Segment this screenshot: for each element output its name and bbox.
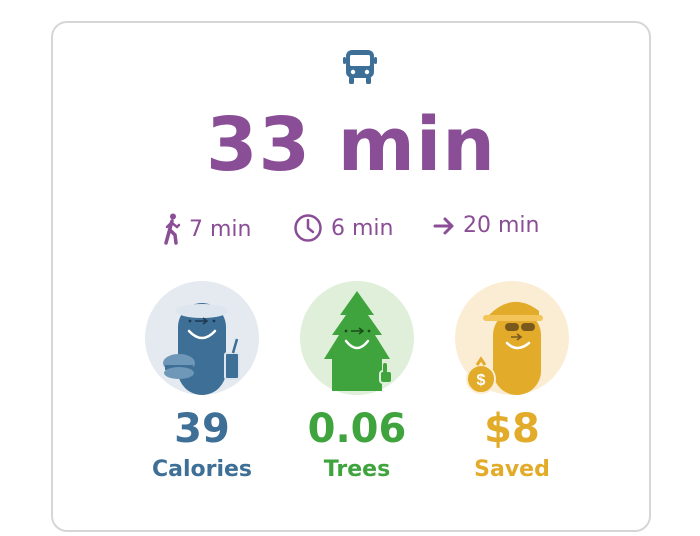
money-character-icon: $ xyxy=(455,281,569,395)
wait-leg-duration: 6 min xyxy=(331,215,394,241)
calories-character-icon xyxy=(145,281,259,395)
bus-icon xyxy=(343,50,377,84)
saved-value: $8 xyxy=(484,406,540,452)
walk-icon xyxy=(164,213,181,245)
trees-stat: 0.06 Trees xyxy=(277,281,437,481)
calories-value: 39 xyxy=(174,406,230,452)
tree-character-icon xyxy=(300,281,414,395)
trees-value: 0.06 xyxy=(307,406,407,452)
wait-leg: 6 min xyxy=(293,213,393,243)
trees-label: Trees xyxy=(323,457,391,482)
walk-leg-duration: 7 min xyxy=(189,216,252,242)
calories-label: Calories xyxy=(151,457,253,482)
trip-summary-card: 33 min 7 min 6 min 20 min xyxy=(51,21,651,532)
walk-leg: 7 min xyxy=(163,213,251,245)
saved-stat: $ $8 Saved xyxy=(432,281,592,481)
arrow-right-icon xyxy=(433,217,454,234)
ride-leg-duration: 20 min xyxy=(463,213,540,238)
svg-text:$: $ xyxy=(477,372,486,389)
trip-legs: 7 min 6 min 20 min xyxy=(53,213,649,245)
total-travel-time: 33 min xyxy=(206,102,496,188)
clock-icon xyxy=(294,214,322,242)
saved-label: Saved xyxy=(474,457,550,482)
calories-stat: 39 Calories xyxy=(122,281,282,481)
ride-leg: 20 min xyxy=(433,213,539,238)
